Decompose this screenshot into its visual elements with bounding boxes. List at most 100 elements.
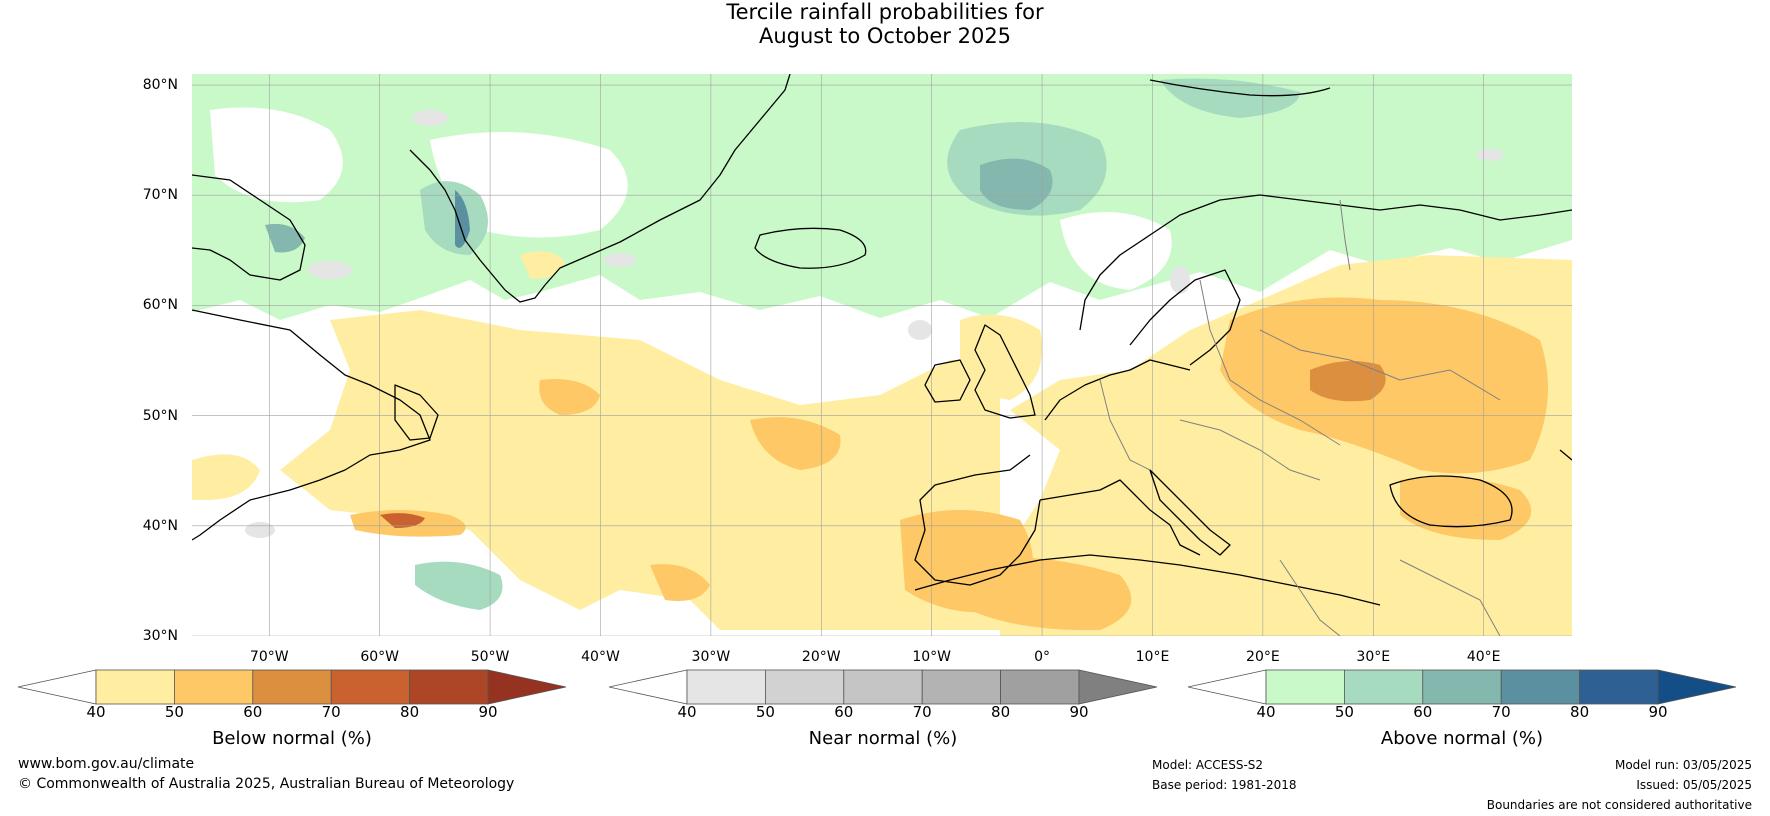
coastlines <box>192 74 1572 606</box>
colorbar-segment <box>1579 669 1659 705</box>
colorbar-tick-label: 90 <box>1069 703 1089 721</box>
near-normal-patch <box>245 522 275 538</box>
longitude-label: 20°W <box>801 649 841 665</box>
colorbar-segment <box>1344 669 1424 705</box>
colorbar-under-triangle <box>17 669 97 705</box>
colorbar-segment <box>1000 669 1080 705</box>
map-area <box>192 74 1572 636</box>
near-normal-patch <box>908 320 932 340</box>
title-line-2: August to October 2025 <box>758 24 1012 48</box>
longitude-label: 70°W <box>249 649 289 665</box>
canada-east-coast <box>192 309 431 541</box>
longitude-label: 50°W <box>470 649 510 665</box>
border-line <box>1179 419 1321 481</box>
colorbar-tick-label: 60 <box>1413 703 1433 721</box>
longitude-label: 40°E <box>1466 649 1501 665</box>
ireland-coast <box>924 359 971 403</box>
border-line <box>1259 329 1501 401</box>
colorbar-segment <box>173 669 254 705</box>
colorbar-tick-label: 90 <box>478 703 498 721</box>
colorbar <box>608 669 1158 705</box>
colorbar <box>1187 669 1737 705</box>
colorbar-tick-label: 60 <box>243 703 263 721</box>
near-normal-patch <box>1170 266 1190 294</box>
title-line-1: Tercile rainfall probabilities for <box>726 0 1044 24</box>
greenland-coast <box>409 74 791 303</box>
colorbar-tick-label: 80 <box>400 703 420 721</box>
baltic-coast <box>1129 269 1241 366</box>
longitude-label: 10°W <box>912 649 951 665</box>
labrador-below <box>192 454 260 500</box>
atlantic-below-medium-2 <box>539 379 600 415</box>
colorbar-title-above: Above normal (%) <box>1380 728 1544 749</box>
newfoundland-coast <box>394 384 439 441</box>
colorbar-tick-label: 80 <box>1570 703 1590 721</box>
colorbar-tick-label: 50 <box>164 703 184 721</box>
colorbar-segment <box>95 669 175 705</box>
colorbar-tick-label: 60 <box>834 703 854 721</box>
latitude-label: 30°N <box>142 628 178 644</box>
colorbar-over-triangle <box>487 669 567 705</box>
colorbar-tick-label: 70 <box>912 703 932 721</box>
colorbar-under-triangle <box>608 669 688 705</box>
iceland-coast <box>754 227 867 269</box>
longitude-label: 60°W <box>360 649 399 665</box>
north-africa-coast <box>914 554 1381 606</box>
mediterranean-north-coast <box>1039 479 1201 556</box>
colorbar-tick-label: 90 <box>1648 703 1668 721</box>
base-period-text: Base period: 1981-2018 <box>1152 778 1297 792</box>
border-line <box>1339 199 1351 271</box>
italy-coast <box>1149 469 1231 556</box>
latitude-label: 40°N <box>142 517 178 534</box>
model-text: Model: ACCESS-S2 <box>1152 758 1264 772</box>
novaya-zemlya-coast <box>1149 79 1331 97</box>
colorbar-segment <box>921 669 1002 705</box>
turkey-below-medium <box>1400 476 1532 540</box>
baffin-coast <box>192 174 306 281</box>
colorbar-tick-label: 70 <box>321 703 341 721</box>
colorbar-tick-label: 50 <box>755 703 775 721</box>
atlantic-below-region <box>280 310 1000 630</box>
longitude-label: 10°E <box>1135 649 1170 665</box>
norway-sea-white <box>1060 212 1172 290</box>
caspian-coast <box>1559 449 1572 461</box>
website-link[interactable]: www.bom.gov.au/climate <box>18 756 195 772</box>
continental-europe-coast <box>1044 359 1191 421</box>
colorbar-tick-label: 40 <box>86 703 106 721</box>
longitude-label: 40°W <box>581 649 620 665</box>
east-europe-below-strong <box>1310 361 1386 402</box>
country-borders <box>1099 199 1501 636</box>
iberia-coast <box>914 454 1041 586</box>
colorbar-segment <box>765 669 845 705</box>
atlantic-below-medium-3 <box>650 564 710 601</box>
near-normal-patch <box>1476 149 1504 161</box>
colorbar-segment <box>686 669 766 705</box>
longitude-label: 30°W <box>691 649 731 665</box>
greenland-east-above <box>455 190 470 248</box>
iceland-south-below <box>520 251 565 279</box>
baffin-above <box>265 223 305 253</box>
longitude-label: 30°E <box>1356 649 1391 665</box>
issued-text: Issued: 05/05/2025 <box>1636 778 1752 792</box>
border-line <box>1099 379 1151 471</box>
colorbar-title-below: Below normal (%) <box>212 728 372 749</box>
longitude-label: 0° <box>1034 649 1051 665</box>
atlantic-white-gap-2 <box>210 107 343 203</box>
graticule <box>192 74 1572 636</box>
disclaimer-text: Boundaries are not considered authoritat… <box>1486 798 1752 812</box>
latitude-label: 70°N <box>142 187 178 204</box>
colorbar-segment <box>1422 669 1502 705</box>
mid-atlantic-below-strong <box>380 513 425 528</box>
border-line <box>1199 279 1341 446</box>
model-run-text: Model run: 03/05/2025 <box>1614 758 1752 772</box>
nordic-above-strong <box>980 158 1053 210</box>
colorbars <box>17 669 1737 705</box>
latitude-label: 60°N <box>142 297 178 314</box>
latitude-label: 80°N <box>142 77 178 94</box>
longitude-label: 20°E <box>1246 649 1280 665</box>
colorbar-tick-label: 80 <box>991 703 1011 721</box>
colorbar-over-triangle <box>1078 669 1158 705</box>
black-sea-coast <box>1389 475 1513 528</box>
near-normal-patch <box>412 110 448 126</box>
